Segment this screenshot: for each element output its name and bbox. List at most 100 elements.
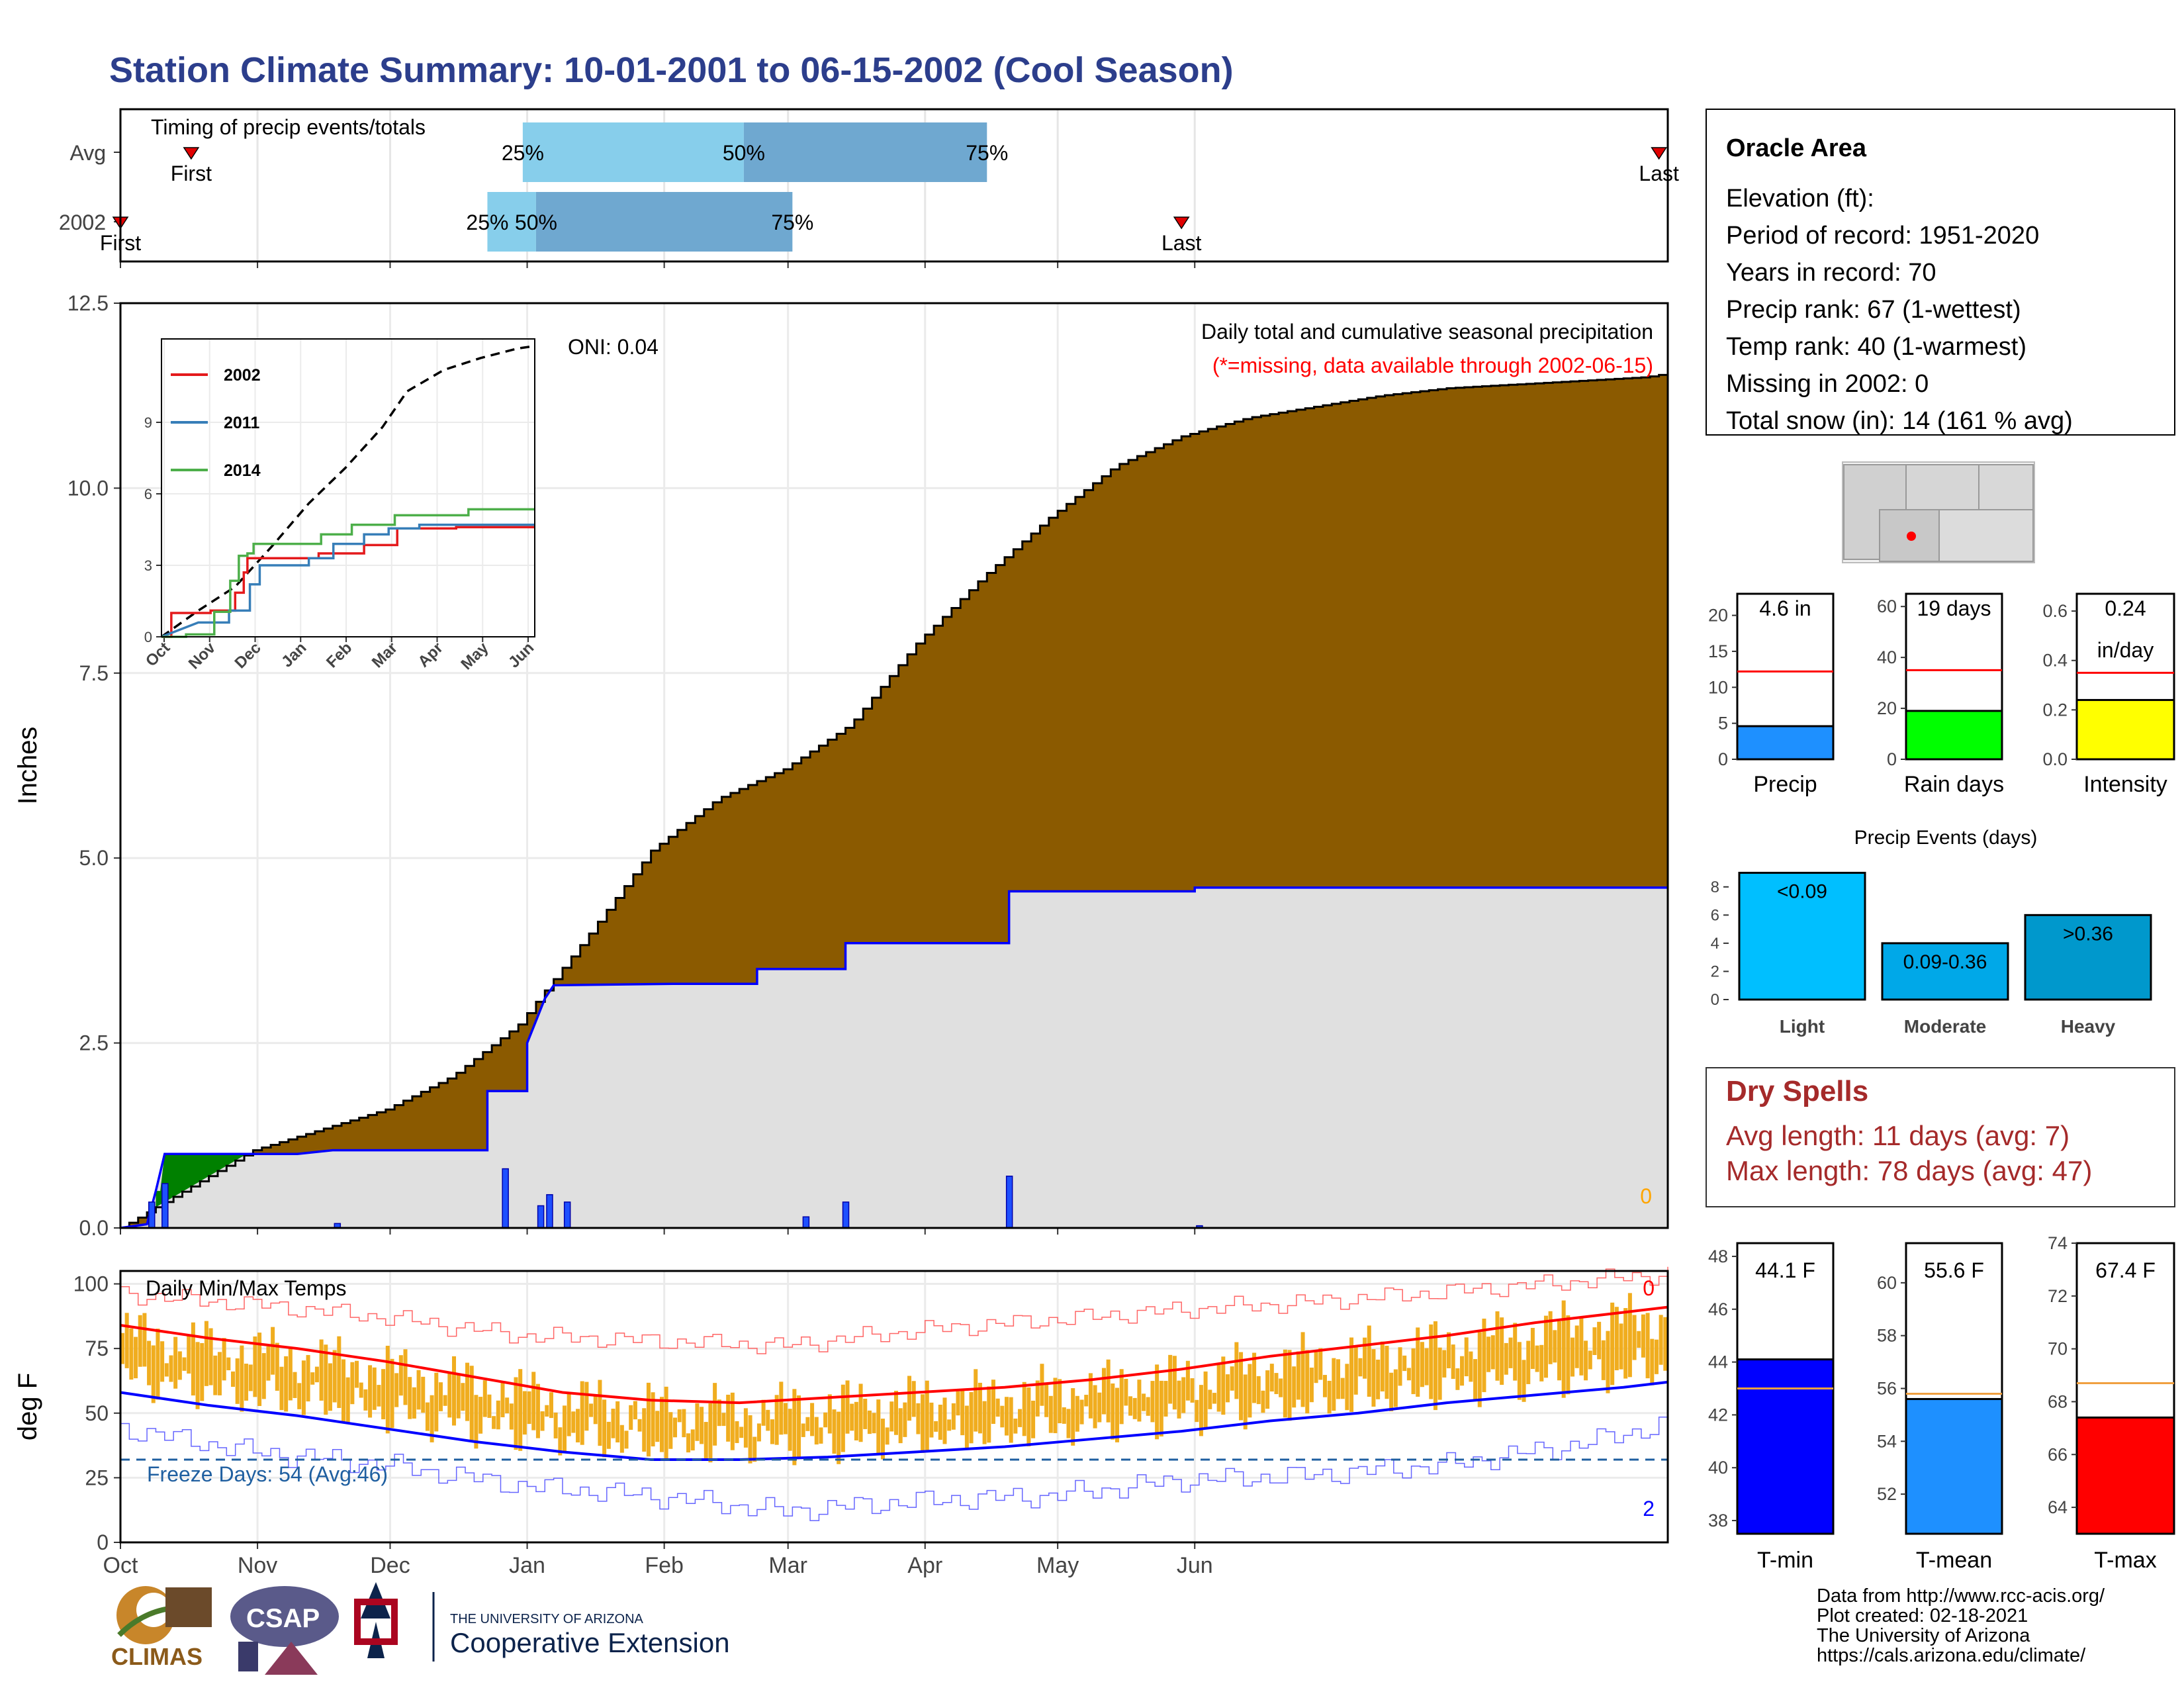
temps-daily-bar xyxy=(907,1376,912,1421)
timing-bar-q1-2002 xyxy=(487,192,536,252)
temps-daily-bar xyxy=(774,1395,779,1445)
temps-daily-bar xyxy=(850,1403,854,1431)
temps-daily-bar xyxy=(1327,1380,1332,1414)
temps-daily-bar xyxy=(752,1436,757,1462)
temps-daily-bar xyxy=(1128,1396,1133,1416)
temps-daily-bar xyxy=(191,1322,195,1396)
temps-daily-bar xyxy=(903,1402,907,1437)
temps-daily-bar xyxy=(1601,1340,1606,1380)
temps-daily-bar xyxy=(355,1360,359,1388)
gauge-tick-label-Precip-3: 15 xyxy=(1708,641,1728,661)
temps-daily-bar xyxy=(1106,1359,1111,1423)
temps-daily-bar xyxy=(1486,1336,1491,1372)
temps-daily-bar xyxy=(704,1422,708,1459)
temps-daily-bar xyxy=(1645,1313,1650,1379)
temps-daily-bar xyxy=(1022,1382,1026,1436)
temps-daily-bar xyxy=(766,1409,770,1431)
temps-daily-bar xyxy=(810,1403,815,1436)
temps-daily-bar xyxy=(1464,1337,1469,1377)
tgauge-tick-label-T-max-3: 70 xyxy=(2048,1339,2068,1359)
temps-daily-bar xyxy=(942,1397,947,1444)
temps-daily-bar xyxy=(452,1356,457,1426)
precip-avg-cumulative-line xyxy=(120,373,1669,1229)
inset-ytick-label-2: 6 xyxy=(144,486,152,502)
gauge-bar-Precip xyxy=(1736,725,1835,761)
temps-daily-bar xyxy=(438,1382,443,1411)
temps-daily-bar xyxy=(951,1403,956,1430)
temps-daily-bar xyxy=(1495,1311,1500,1381)
temps-daily-bar xyxy=(1406,1368,1411,1381)
temps-daily-bar xyxy=(1053,1378,1058,1434)
temps-daily-bar xyxy=(244,1364,249,1401)
temps-daily-bar xyxy=(1101,1368,1106,1415)
temps-daily-bar xyxy=(385,1345,390,1434)
temps-daily-bar xyxy=(1009,1397,1013,1443)
temps-daily-bar xyxy=(916,1403,921,1434)
station-line-temp-rank: Temp rank: 40 (1-warmest) xyxy=(1726,333,2026,361)
temps-daily-bar xyxy=(1619,1323,1623,1370)
temps-daily-bar xyxy=(673,1417,678,1438)
temps-daily-bar xyxy=(854,1401,858,1441)
timing-p50-label-Avg: 50% xyxy=(723,141,765,165)
temps-daily-bar xyxy=(478,1397,483,1434)
temps-daily-bar xyxy=(1336,1359,1341,1399)
temps-daily-bar xyxy=(173,1336,178,1389)
timing-last-label-Avg: Last xyxy=(1639,162,1679,185)
temps-daily-bar xyxy=(381,1369,386,1420)
temps-daily-bar xyxy=(1597,1321,1602,1360)
timing-first-label-Avg: First xyxy=(171,162,212,185)
temps-daily-bar xyxy=(1097,1392,1102,1423)
temps-daily-bar xyxy=(894,1390,899,1435)
temps-daily-bar xyxy=(593,1396,598,1425)
temps-daily-bar xyxy=(257,1333,262,1407)
temps-daily-bar xyxy=(456,1375,461,1419)
temps-daily-bar xyxy=(1358,1358,1363,1377)
temps-daily-bar xyxy=(1535,1345,1539,1372)
temps-daily-bar xyxy=(1526,1340,1531,1384)
gauge-value-label2-Intensity: in/day xyxy=(2097,638,2154,662)
temps-daily-bar xyxy=(261,1353,266,1399)
temps-daily-bar xyxy=(1553,1330,1557,1363)
temps-daily-bar xyxy=(1058,1379,1062,1424)
temps-daily-bar xyxy=(872,1413,876,1434)
inset-series-line-2002 xyxy=(161,526,535,638)
temps-daily-bar xyxy=(1322,1375,1327,1397)
temps-daily-bar xyxy=(863,1399,868,1429)
temps-daily-bar xyxy=(1606,1331,1610,1393)
station-line-years: Years in record: 70 xyxy=(1726,259,1936,287)
temps-daily-bar xyxy=(1455,1368,1460,1390)
temps-daily-bar xyxy=(474,1395,478,1449)
tgauge-bar-T-max xyxy=(2075,1416,2175,1535)
inset-legend-label-2002: 2002 xyxy=(224,366,261,385)
temps-daily-bar xyxy=(792,1389,797,1466)
temps-daily-bar xyxy=(120,1333,125,1364)
temps-daily-bar xyxy=(549,1392,553,1419)
temps-daily-bar xyxy=(368,1365,373,1418)
temps-daily-bar xyxy=(1005,1397,1009,1436)
temps-daily-bar xyxy=(1044,1383,1049,1417)
temps-daily-bar xyxy=(1062,1407,1066,1424)
temps-daily-bar xyxy=(1650,1338,1655,1385)
temps-daily-bar xyxy=(217,1352,222,1395)
temps-daily-bar xyxy=(784,1403,788,1434)
temps-daily-bar xyxy=(1283,1349,1287,1418)
temps-daily-bar xyxy=(1287,1350,1292,1421)
dry-spells-title: Dry Spells xyxy=(1726,1075,1868,1107)
temps-daily-bar xyxy=(509,1403,514,1430)
temps-record-min-line xyxy=(120,1417,1668,1521)
temps-daily-bar xyxy=(492,1416,496,1429)
precip-ytick-label-4: 10.0 xyxy=(68,476,109,500)
tgauge-value-label-T-min: 44.1 F xyxy=(1755,1258,1815,1282)
temps-daily-bar xyxy=(748,1415,752,1464)
temps-daily-bar xyxy=(814,1417,819,1445)
temps-daily-bar xyxy=(1340,1378,1345,1399)
temps-daily-bar xyxy=(394,1373,399,1407)
station-line-snow: Total snow (in): 14 (161 % avg) xyxy=(1726,407,2073,435)
gauge-label-Precip: Precip xyxy=(1753,772,1817,797)
events-category-label-Heavy: Heavy xyxy=(2061,1016,2116,1037)
temps-daily-bar xyxy=(1185,1360,1190,1401)
temps-daily-bar xyxy=(1513,1323,1518,1381)
tgauge-tick-label-T-min-5: 48 xyxy=(1708,1246,1728,1266)
ua-logo-small-text: THE UNIVERSITY OF ARIZONA xyxy=(450,1612,644,1626)
